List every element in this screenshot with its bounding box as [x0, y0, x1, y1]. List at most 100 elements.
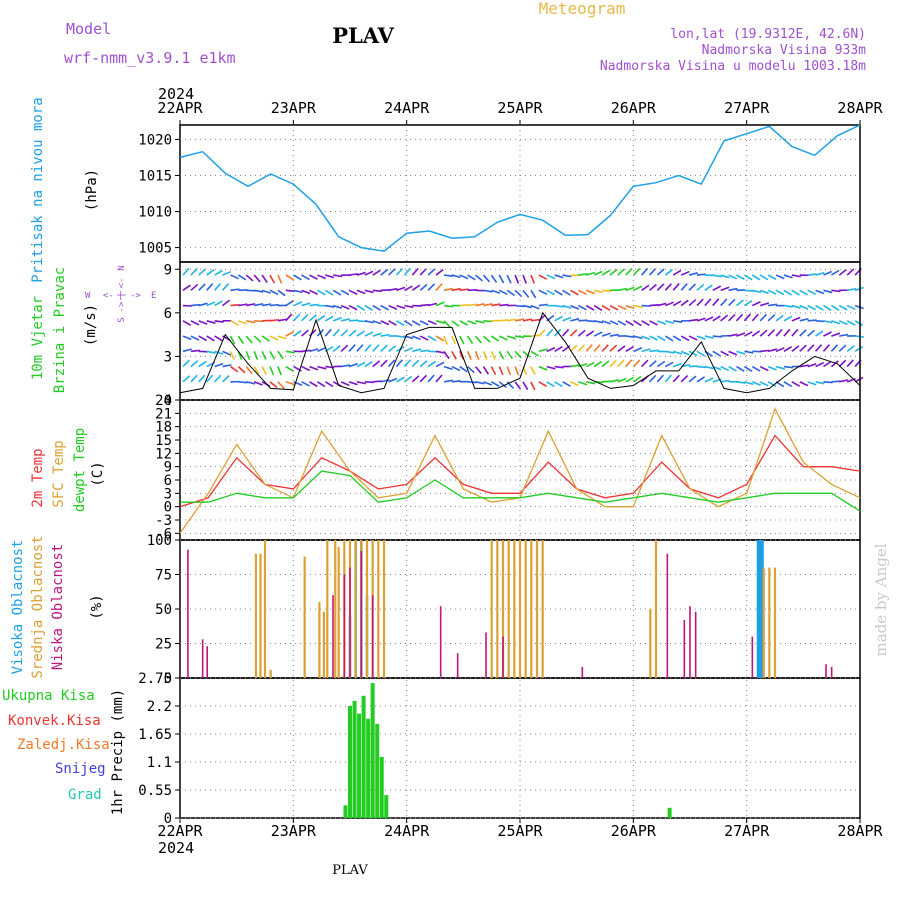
wind-arrow	[593, 344, 601, 352]
wind-arrow	[728, 298, 736, 307]
total-rain-bar	[357, 713, 362, 818]
wind-arrow	[696, 317, 706, 322]
mid-cloud-bar	[513, 540, 516, 678]
y-tick-label: 6	[164, 306, 172, 322]
low-cloud-bar	[485, 632, 487, 678]
wind-arrow	[411, 375, 420, 383]
wind-arrow	[364, 360, 373, 368]
wind-arrow	[332, 289, 342, 296]
wind-arrow	[522, 381, 529, 390]
wind-arrow	[285, 350, 295, 354]
mid-cloud-bar	[334, 540, 337, 678]
wind-arrow	[332, 316, 342, 322]
total-rain-bar	[384, 795, 389, 818]
wind-arrow	[562, 289, 571, 296]
wind-arrow	[688, 335, 698, 341]
wind-arrow	[214, 300, 223, 307]
wind-arrow	[775, 347, 785, 353]
wind-arrow	[593, 270, 603, 276]
wind-arrow	[617, 377, 627, 383]
wind-arrow	[324, 315, 334, 322]
wind-arrow	[633, 304, 643, 309]
wind-arrow	[443, 274, 453, 277]
wind-arrow	[490, 274, 498, 283]
svg-text:<-: <-	[117, 278, 127, 289]
wind-arrow	[467, 320, 477, 325]
wind-arrow	[807, 344, 815, 352]
wind-arrow	[483, 289, 493, 293]
low-cloud-bar	[439, 606, 442, 678]
app-name: Meteogram	[539, 0, 626, 18]
wind-arrow	[751, 301, 761, 307]
wind-arrow	[562, 304, 572, 309]
wind-arrow	[562, 316, 572, 322]
wind-arrow	[602, 380, 612, 383]
low-cloud-bar	[206, 646, 208, 678]
wind-arrow	[530, 366, 536, 375]
wind-arrow	[388, 287, 398, 292]
wind-arrow	[578, 319, 588, 322]
model-name: wrf-nmm_v3.9.1 e1km	[64, 49, 236, 67]
wind-arrow	[396, 335, 406, 339]
wind-arrow	[672, 283, 680, 291]
wind-arrow	[728, 365, 737, 372]
wind-arrow	[641, 348, 651, 353]
mid-cloud-bar	[377, 540, 380, 678]
wind-arrow	[744, 350, 754, 354]
wind-arrow	[293, 301, 303, 307]
wind-arrow	[364, 331, 374, 337]
mid-cloud-bar	[318, 602, 321, 678]
wind-arrow	[815, 330, 824, 337]
mid-cloud-bar	[263, 540, 267, 678]
wind-arrow	[783, 381, 793, 388]
wind-arrow	[459, 303, 469, 307]
x-tick-label-top: 25APR	[497, 99, 543, 117]
wind-arrow	[301, 313, 309, 322]
wind-arrow	[585, 361, 595, 368]
wind-arrow	[277, 335, 287, 340]
wind-arrow	[301, 274, 310, 281]
wind-arrow	[372, 269, 381, 276]
svg-text:|: |	[117, 292, 127, 297]
wind-arrow	[538, 329, 546, 337]
legend-hail: Grad	[68, 787, 102, 803]
wind-arrow	[237, 366, 246, 374]
wind-arrow	[752, 381, 761, 386]
wind-arrow	[562, 381, 571, 387]
wind-arrow	[538, 274, 548, 280]
wind-arrow	[364, 381, 374, 384]
temp-ylabel-dewpt: dewpt Temp	[72, 428, 88, 512]
wind-arrow	[593, 304, 603, 311]
wind-arrow	[214, 350, 224, 355]
wind-arrow	[348, 273, 359, 276]
wind-arrow	[744, 331, 753, 337]
wind-arrow	[404, 304, 414, 309]
wind-arrow	[807, 319, 817, 322]
wind-arrow	[680, 335, 690, 342]
wind-arrow	[221, 375, 230, 383]
wind-arrow	[301, 329, 309, 337]
low-cloud-bar	[456, 653, 459, 678]
wind-arrow	[641, 320, 650, 327]
wind-arrow	[182, 284, 191, 291]
wind-arrow	[562, 274, 572, 278]
wind-arrow	[372, 344, 380, 352]
wind-arrow	[586, 381, 596, 385]
wind-arrow	[759, 302, 770, 307]
wind-arrow	[396, 286, 406, 292]
wind-arrow	[277, 366, 282, 376]
y-tick-label: 25	[155, 637, 172, 653]
wind-arrow	[791, 345, 800, 352]
wind-arrow	[846, 345, 855, 352]
wind-arrow	[759, 365, 769, 372]
wind-arrow	[380, 344, 388, 352]
wind-arrow	[665, 350, 675, 354]
wind-arrow	[601, 304, 611, 311]
wind-arrow	[767, 381, 777, 388]
wind-arrow	[380, 359, 388, 368]
wind-arrow	[482, 366, 490, 375]
wind-arrow	[490, 366, 497, 375]
wind-arrow	[791, 289, 800, 296]
wind-arrow	[403, 375, 413, 383]
wind-arrow	[649, 320, 658, 326]
